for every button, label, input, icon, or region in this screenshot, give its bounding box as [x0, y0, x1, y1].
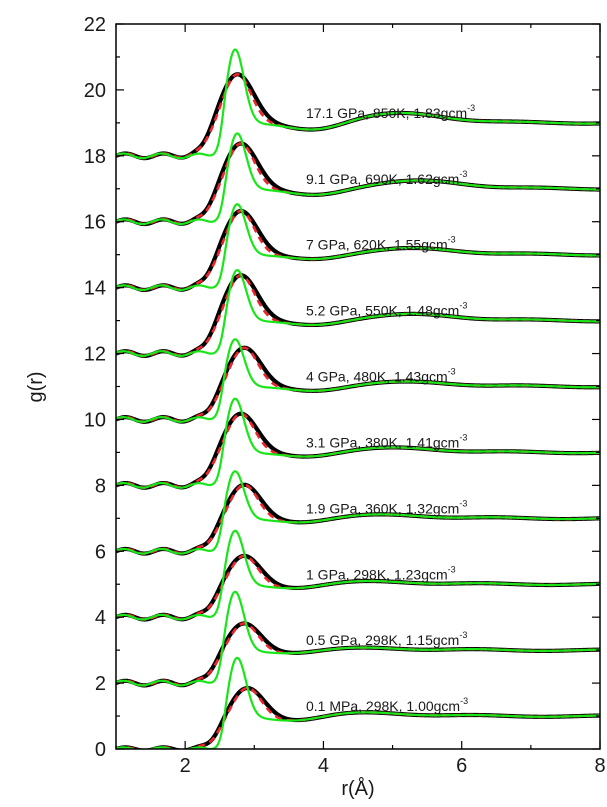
series-1-label: 0.5 GPa, 298K, 1.15gcm-3 [306, 630, 467, 648]
x-axis-title: r(Å) [341, 777, 374, 800]
y-tick-label: 0 [95, 739, 106, 761]
x-tick-label: 2 [180, 755, 191, 777]
x-tick-label: 8 [594, 755, 605, 777]
y-tick-label: 18 [84, 146, 106, 168]
x-tick-label: 4 [318, 755, 329, 777]
y-tick-label: 8 [95, 475, 106, 497]
series-5 [116, 338, 600, 424]
series-8 [116, 132, 600, 227]
x-tick-label: 6 [456, 755, 467, 777]
series-5-label: 4 GPa, 480K, 1.43gcm-3 [306, 367, 456, 385]
series-8-label: 9.1 GPa, 690K, 1.62gcm-3 [306, 169, 467, 187]
series-0 [116, 656, 600, 749]
series-3 [116, 470, 600, 556]
series-9-label: 17.1 GPa, 850K, 1.83gcm-3 [306, 103, 475, 121]
series-2-green-line [116, 529, 600, 621]
series-7 [116, 203, 600, 293]
series-6-green-line [116, 269, 600, 357]
series-4-label: 3.1 GPa, 380K, 1.41gcm-3 [306, 432, 467, 450]
y-tick-label: 4 [95, 607, 106, 629]
y-tick-label: 6 [95, 541, 106, 563]
y-tick-label: 2 [95, 673, 106, 695]
annotations-layer: 0.1 MPa, 298K, 1.00gcm-3 0.5 GPa, 298K, 1… [306, 103, 475, 714]
y-axis-title: g(r) [25, 371, 47, 402]
series-6 [116, 269, 600, 358]
series-9-green-line [116, 48, 600, 160]
series-0-green-line [116, 656, 600, 749]
series-6-label: 5.2 GPa, 550K, 1.48gcm-3 [306, 301, 467, 319]
y-tick-label: 20 [84, 80, 106, 102]
series-2 [116, 529, 600, 622]
series-1-green-line [116, 590, 600, 687]
series-0-label: 0.1 MPa, 298K, 1.00gcm-3 [306, 696, 468, 714]
series-4-green-line [116, 397, 600, 489]
y-tick-label: 14 [84, 278, 106, 300]
series-8-green-line [116, 132, 600, 226]
series-9 [116, 48, 600, 161]
y-tick-label: 10 [84, 409, 106, 431]
series-3-green-line [116, 470, 600, 555]
y-tick-label: 22 [84, 14, 106, 36]
y-tick-label: 12 [84, 344, 106, 366]
curves-layer [116, 48, 600, 749]
series-7-green-line [116, 203, 600, 292]
y-tick-label: 16 [84, 212, 106, 234]
series-4 [116, 397, 600, 490]
series-5-green-line [116, 338, 600, 423]
series-3-label: 1.9 GPa, 360K, 1.32gcm-3 [306, 498, 467, 516]
series-7-label: 7 GPa, 620K, 1.55gcm-3 [306, 235, 456, 253]
series-1 [116, 590, 600, 688]
axes-layer: 2 4 6 8 0 2 4 6 8 10 12 14 16 18 20 22 [84, 14, 606, 777]
series-2-label: 1 GPa, 298K, 1.23gcm-3 [306, 564, 456, 582]
